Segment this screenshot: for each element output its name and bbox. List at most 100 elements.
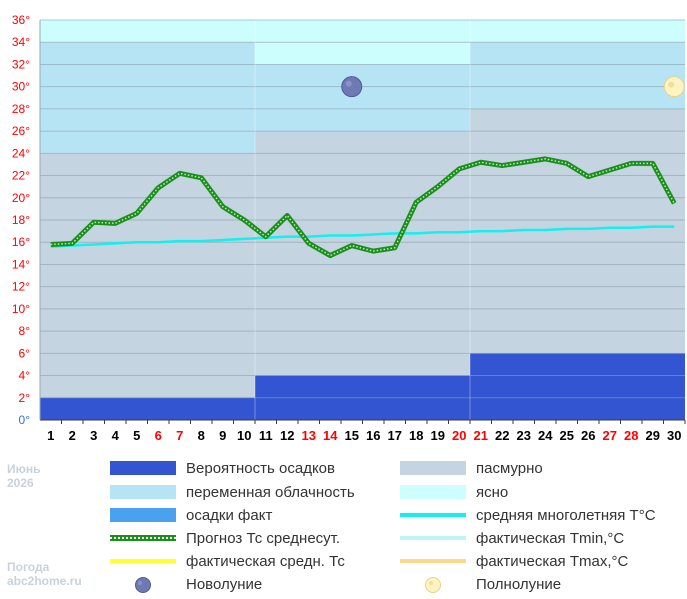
x-tick-label: 1 [47,428,54,443]
legend-label: осадки факт [186,506,273,524]
x-tick-label: 10 [237,428,251,443]
y-tick-label: 4° [19,369,31,383]
legend-full-moon: Полнолуние [400,575,561,593]
legend-label: Полнолуние [476,575,562,593]
series-layer [50,156,677,259]
full-moon-icon [425,577,441,593]
new-moon-marker [341,76,363,98]
forecast-swatch-icon [110,535,176,541]
x-tick-label: 27 [603,428,617,443]
x-tick-label: 17 [388,428,402,443]
legend-label: Новолуние [186,575,263,593]
x-tick-label: 21 [474,428,488,443]
partly-cloudy-band-2 [255,64,470,132]
month-year-label: Июнь 2026 [7,462,41,490]
y-tick-label: 14° [12,257,30,271]
x-tick-label: 15 [345,428,359,443]
x-tick-label: 6 [155,428,162,443]
x-tick-label: 4 [112,428,120,443]
legend-label: фактическая Tmax,°C [476,552,629,570]
legend-label: Прогноз Тс среднесут. [186,529,341,547]
legend-swatch-forecast [110,531,176,545]
y-tick-label: 10° [12,302,30,316]
weather-chart: 0° 2° 4° 6° 8° 10° 12° 14° 16° 18° 20° 22° 24° 26° 28°… [12,13,686,443]
y-tick-label: 12° [12,280,30,294]
legend-partly-cloudy: переменная облачность [110,483,355,501]
y-tick-label: 28° [12,102,30,116]
y-axis: 0° 2° 4° 6° 8° 10° 12° 14° 16° 18° 20° 22° 24° 26° 28°… [12,13,30,427]
legend-swatch-partly-cloudy [110,485,176,499]
moon-layer [341,76,685,98]
precip-probability-bar-3 [470,353,685,420]
x-tick-label: 28 [624,428,638,443]
x-tick-label: 5 [133,428,140,443]
legend-swatch-clear [400,485,466,499]
legend-label: фактическая средн. Тс [186,552,345,570]
y-tick-label: 0° [19,413,31,427]
y-tick-label: 22° [12,169,30,183]
legend-label: ясно [476,483,509,501]
y-tick-label: 6° [19,346,31,360]
y-tick-label: 20° [12,191,30,205]
legend-swatch-full-moon [400,577,466,593]
y-tick-label: 8° [19,324,31,338]
x-tick-label: 2 [69,428,76,443]
legend-precip-prob: Вероятность осадков [110,459,335,477]
legend-swatch-norm-temp [400,508,466,522]
legend-label: пасмурно [476,459,543,477]
legend-swatch-fact-max [400,554,466,568]
legend-swatch-precip-prob [110,461,176,475]
legend-label: средняя многолетняя T°C [476,506,656,524]
x-tick-label: 20 [452,428,466,443]
x-tick-label: 14 [323,428,338,443]
legend-fact-avg: фактическая средн. Тс [110,552,345,570]
y-tick-label: 32° [12,57,30,71]
month-label: Июнь [7,462,41,476]
precip-probability-bar-1 [40,397,255,420]
x-axis: 1 2 3 4 5 6 7 8 9 10 11 12 13 14 15 16 17 18 19 20 21 22 23 24 2… [47,428,681,443]
legend-fact-max: фактическая Tmax,°C [400,552,628,570]
legend-swatch-fact-min [400,531,466,545]
legend-swatch-overcast [400,461,466,475]
site-domain: abc2home.ru [7,574,82,588]
x-tick-label: 3 [90,428,97,443]
x-tick-label: 12 [280,428,294,443]
legend-fact-min: фактическая Tmin,°C [400,529,624,547]
x-tick-label: 29 [646,428,660,443]
y-tick-label: 16° [12,235,30,249]
partly-cloudy-band-1 [40,42,255,154]
y-tick-label: 36° [12,13,30,27]
x-tick-label: 16 [366,428,380,443]
legend-swatch-fact-avg [110,554,176,568]
legend-overcast: пасмурно [400,459,543,477]
y-tick-label: 18° [12,213,30,227]
x-tick-label: 26 [581,428,595,443]
new-moon-icon [135,577,151,593]
new-moon-crater [345,80,352,87]
x-tick-label: 30 [667,428,681,443]
legend-forecast: Прогноз Тс среднесут. [110,529,340,547]
legend-swatch-precip-fact [110,508,176,522]
forecast-line [50,156,677,259]
clear-band-3 [470,20,685,43]
y-tick-label: 30° [12,80,30,94]
clear-band-1 [40,20,255,43]
x-tick-label: 23 [517,428,531,443]
x-tick-label: 24 [538,428,553,443]
y-tick-label: 34° [12,35,30,49]
overcast-band-2 [255,131,470,420]
x-tick-label: 22 [495,428,509,443]
full-moon-marker [663,76,685,98]
site-name: Погода [7,560,50,574]
legend-label: переменная облачность [186,483,355,501]
legend-norm-temp: средняя многолетняя T°C [400,506,656,524]
legend-swatch-new-moon [110,577,176,593]
x-tick-label: 7 [176,428,183,443]
legend-label: фактическая Tmin,°C [476,529,625,547]
y-tick-label: 24° [12,146,30,160]
site-label: Погода abc2home.ru [7,560,82,588]
legend-precip-fact: осадки факт [110,506,272,524]
legend-new-moon: Новолуние [110,575,262,593]
y-tick-label: 26° [12,124,30,138]
partly-cloudy-band-3 [470,42,685,109]
